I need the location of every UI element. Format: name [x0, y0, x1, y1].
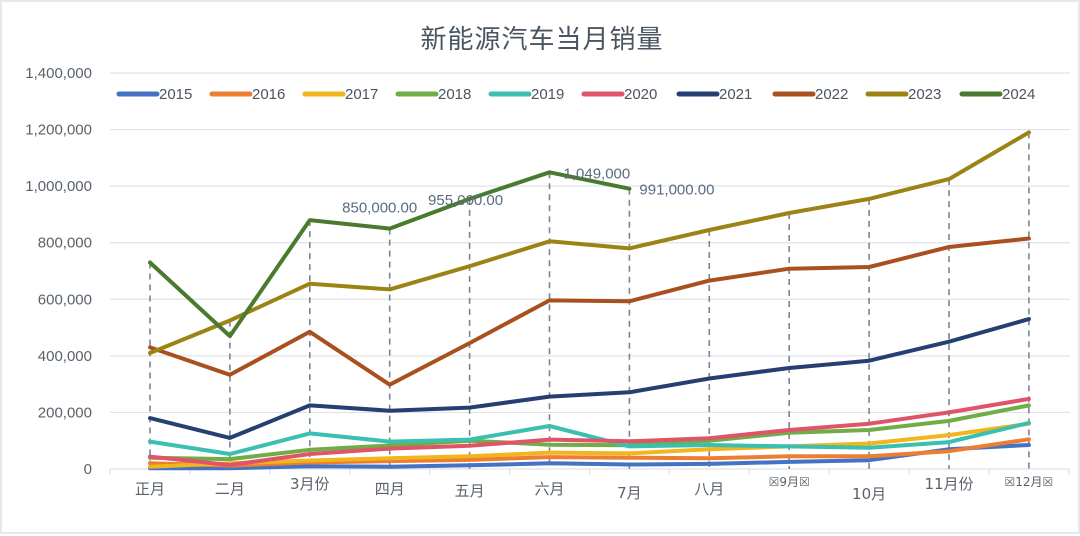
- x-tick-label: 正月: [135, 480, 165, 498]
- legend: 2015 2016 2017 2018 2019 2020 2021 2022 2023 2024: [116, 86, 1035, 103]
- x-tick-label: 二月: [215, 480, 245, 498]
- series-line-2016: [148, 437, 1031, 468]
- data-label: 991,000.00: [639, 182, 714, 199]
- series-line-2021: [148, 317, 1031, 440]
- legend-label: 2022: [815, 86, 848, 103]
- legend-label: 2016: [252, 86, 285, 103]
- legend-item-2017: 2017: [302, 86, 378, 103]
- legend-item-2015: 2015: [116, 86, 192, 103]
- legend-label: 2021: [719, 86, 752, 103]
- y-tick-label: 200,000: [38, 404, 92, 421]
- y-tick-label: 600,000: [38, 291, 92, 308]
- legend-item-2022: 2022: [772, 86, 848, 103]
- x-tick-label: ☒9月☒: [769, 475, 810, 489]
- series-line-2018: [148, 403, 1031, 462]
- x-tick-label: 四月: [375, 480, 405, 498]
- y-tick-label: 800,000: [38, 235, 92, 252]
- chart-title: 新能源汽车当月销量: [420, 25, 663, 55]
- legend-label: 2023: [908, 86, 941, 103]
- data-label: 955,000.00: [428, 192, 503, 209]
- series-lines: [148, 130, 1031, 471]
- gridlines: [110, 72, 1070, 470]
- legend-label: 2019: [531, 86, 564, 103]
- y-tick-label: 0: [84, 461, 92, 478]
- x-tick-label: 六月: [534, 480, 564, 498]
- series-line-2024: [148, 170, 632, 339]
- legend-item-2019: 2019: [488, 86, 564, 103]
- drop-lines: [149, 132, 1030, 469]
- legend-label: 2020: [624, 86, 657, 103]
- data-label: 1,049,000: [564, 165, 631, 182]
- legend-item-2020: 2020: [581, 86, 657, 103]
- series-line-2017: [148, 421, 1031, 469]
- series-line-2015: [148, 443, 1031, 471]
- x-tick-label: 7月: [617, 484, 642, 502]
- x-tick-label: 八月: [694, 480, 724, 498]
- x-tick-label: 11月份: [924, 475, 973, 493]
- x-tick-label: 五月: [455, 482, 485, 500]
- legend-label: 2024: [1002, 86, 1035, 103]
- x-tick-label: 3月份: [290, 475, 330, 493]
- legend-label: 2015: [159, 86, 192, 103]
- y-axis: 0 200,000 400,000 600,000 800,000 1,000,000 1,…: [25, 65, 92, 478]
- legend-label: 2017: [345, 86, 378, 103]
- data-labels: 850,000.00 955,000.00 1,049,000 991,000.00: [342, 165, 714, 216]
- legend-item-2018: 2018: [395, 86, 471, 103]
- series-line-2023: [148, 130, 1031, 355]
- legend-item-2024: 2024: [959, 86, 1035, 103]
- x-axis: 正月 二月 3月份 四月 五月 六月 7月 八月 ☒9月☒ 10月 11月份 ☒12月☒: [109, 469, 1070, 503]
- legend-item-2023: 2023: [865, 86, 941, 103]
- y-tick-label: 1,200,000: [25, 122, 92, 139]
- series-line-2022: [148, 236, 1031, 387]
- series-line-2019: [148, 420, 1031, 456]
- x-tick-label: ☒12月☒: [1005, 475, 1054, 489]
- x-tick-label: 10月: [852, 485, 886, 503]
- y-tick-label: 400,000: [38, 348, 92, 365]
- y-tick-label: 1,000,000: [25, 178, 92, 195]
- legend-item-2016: 2016: [209, 86, 285, 103]
- y-tick-label: 1,400,000: [25, 65, 92, 82]
- series-line-2020: [148, 396, 1031, 467]
- legend-label: 2018: [438, 86, 471, 103]
- legend-item-2021: 2021: [676, 86, 752, 103]
- data-label: 850,000.00: [342, 200, 417, 217]
